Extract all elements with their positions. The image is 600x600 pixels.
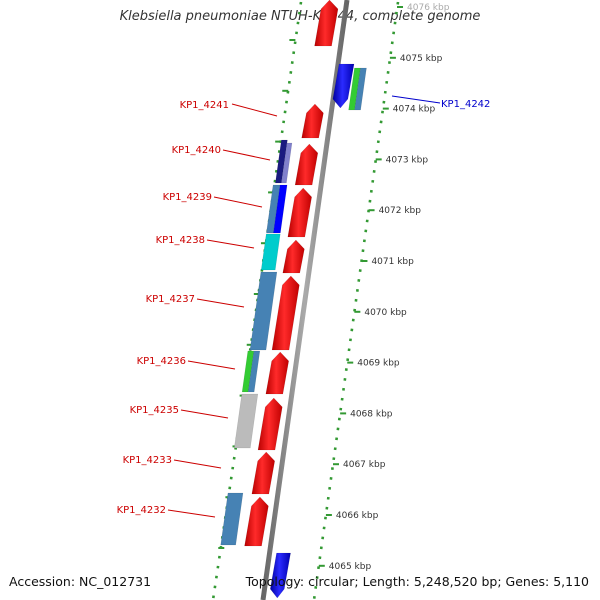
genome-backbone: [260, 0, 350, 600]
gene-cog-block: [247, 350, 261, 393]
leader-line: [167, 509, 216, 518]
gene-forward: [257, 397, 283, 451]
leader-line: [222, 149, 271, 161]
topology-text: Topology: circular; Length: 5,248,520 bp…: [245, 574, 589, 589]
map-title: Klebsiella pneumoniae NTUH-K2044, comple…: [119, 9, 481, 24]
tick-label: 4070 kbp: [364, 308, 407, 318]
gene-forward: [244, 496, 269, 547]
gene-forward: [251, 451, 275, 495]
leader-line: [187, 360, 236, 370]
gene-label: KP1_4232: [117, 505, 166, 516]
leader-line: [180, 409, 229, 419]
gene-forward: [282, 239, 305, 274]
gene-label: KP1_4236: [137, 356, 186, 367]
accession-text: Accession: NC_012731: [9, 574, 152, 589]
gene-cog-block: [281, 142, 293, 184]
gene-cog-block: [260, 233, 281, 271]
gene-forward: [271, 275, 300, 351]
gene-forward: [301, 103, 324, 139]
guide-line-right: [312, 1, 400, 600]
tick-label: 4065 kbp: [329, 562, 372, 572]
tick-label: 4069 kbp: [357, 359, 400, 369]
tick-label: 4076 kbp: [407, 3, 450, 13]
leader-line: [196, 298, 245, 308]
gene-cog-block: [249, 271, 278, 351]
gene-forward: [294, 143, 319, 186]
gene-reverse: [270, 552, 291, 599]
tick-label: 4067 kbp: [343, 460, 386, 470]
gene-label: KP1_4237: [146, 294, 195, 305]
tick-label: 4072 kbp: [379, 206, 422, 216]
gene-forward: [265, 351, 289, 395]
tick-label: 4066 kbp: [336, 511, 379, 521]
gene-label: KP1_4238: [156, 235, 205, 246]
gene-forward: [314, 0, 339, 47]
gene-label: KP1_4235: [130, 405, 179, 416]
tick-label: 4074 kbp: [393, 105, 436, 115]
tick-marks: 4076 kbp 4075 kbp 4074 kbp 4073 kbp 4072 kbp…: [218, 3, 450, 572]
leader-line: [213, 196, 263, 208]
leader-line: [206, 239, 255, 249]
label-leaders: [167, 95, 441, 518]
tick-label: 4075 kbp: [400, 54, 443, 64]
leader-line: [391, 95, 441, 104]
gene-forward: [287, 187, 312, 238]
leader-line: [231, 103, 278, 117]
gene-label: KP1_4241: [180, 100, 229, 111]
gene-label: KP1_4240: [172, 145, 221, 156]
leader-line: [173, 459, 222, 469]
gene-label: KP1_4233: [123, 455, 172, 466]
tick-label: 4068 kbp: [350, 409, 393, 419]
gene-features: [220, 0, 367, 599]
gene-cog-block: [233, 393, 259, 449]
gene-label: KP1_4239: [163, 192, 212, 203]
gene-cog-block: [354, 67, 367, 111]
gene-reverse: [332, 63, 355, 109]
gene-labels: KP1_4242 KP1_4241 KP1_4240 KP1_4239 KP1_4238…: [117, 99, 491, 516]
gene-cog-block: [220, 492, 244, 546]
gene-cog-block: [273, 184, 288, 234]
tick-label: 4073 kbp: [386, 155, 429, 165]
tick-label: 4071 kbp: [371, 257, 414, 267]
gene-label: KP1_4242: [441, 99, 490, 110]
